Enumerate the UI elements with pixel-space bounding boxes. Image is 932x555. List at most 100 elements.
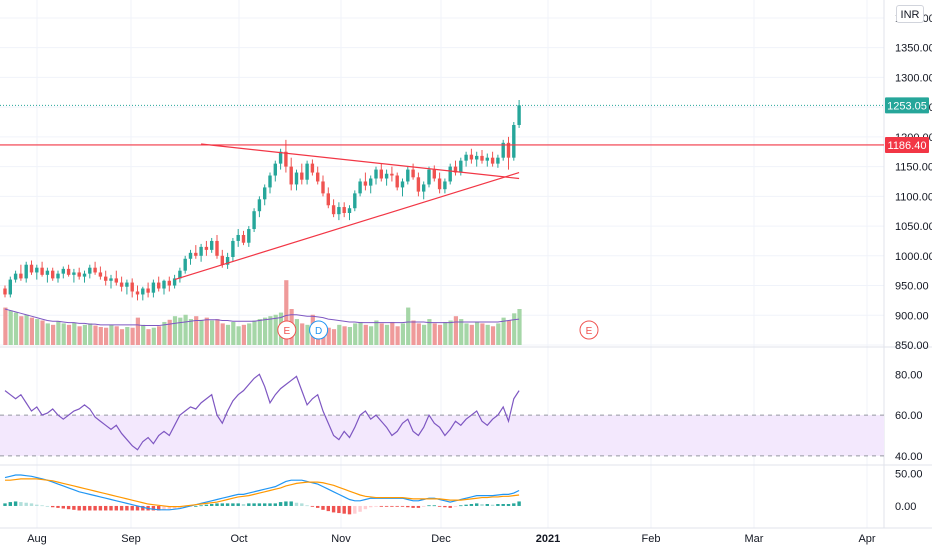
candle-body: [464, 154, 468, 161]
macd-histogram-bar: [114, 505, 118, 511]
volume-bar: [390, 321, 395, 345]
volume-bar: [432, 323, 437, 345]
volume-bar: [77, 326, 82, 345]
volume-bar: [188, 319, 193, 345]
time-tick-label: Apr: [858, 533, 875, 545]
volume-bar: [512, 313, 517, 345]
candle-body: [225, 256, 230, 265]
macd-histogram-bar: [294, 502, 299, 506]
macd-histogram-bar: [98, 505, 103, 511]
event-marker-1: [309, 320, 329, 340]
volume-bar: [263, 317, 268, 345]
macd-histogram-bar: [379, 505, 383, 507]
candle-body: [82, 273, 87, 277]
candle-body: [119, 282, 124, 287]
macd-histogram-bar: [517, 501, 521, 506]
volume-bar: [358, 321, 363, 345]
volume-bar: [406, 307, 411, 345]
candle-body: [178, 270, 182, 279]
last-price-badge: [885, 97, 929, 114]
macd-histogram-bar: [225, 503, 230, 506]
macd-histogram-bar: [220, 503, 224, 506]
macd-histogram-bar: [390, 505, 394, 507]
candle-body: [453, 166, 458, 173]
candle-body: [183, 258, 187, 271]
volume-bar: [225, 324, 231, 345]
price-tick-label: 1300.00: [895, 72, 932, 84]
volume-bar: [82, 324, 87, 345]
volume-bar: [204, 317, 209, 345]
volume-bar: [104, 327, 109, 345]
volume-bar: [119, 329, 125, 345]
volume-bar: [480, 323, 485, 345]
candle-body: [316, 172, 320, 182]
macd-histogram-bar: [284, 501, 288, 506]
candle-body: [337, 207, 341, 215]
volume-bar: [464, 323, 469, 345]
candle-body: [220, 255, 224, 265]
macd-histogram-bar: [331, 505, 336, 513]
macd-histogram-bar: [241, 504, 246, 506]
candle-body: [517, 105, 521, 125]
macd-histogram-bar: [316, 505, 320, 508]
volume-bar: [167, 319, 172, 345]
volume-bar: [485, 324, 490, 345]
time-tick-label: Nov: [331, 533, 351, 545]
candle-body: [459, 160, 463, 173]
volume-bar: [416, 323, 421, 345]
macd-histogram-bar: [56, 505, 60, 508]
volume-bar: [443, 321, 448, 345]
candle-body: [485, 157, 489, 161]
currency-badge[interactable]: INR: [896, 5, 924, 23]
candle-body: [157, 282, 161, 289]
volume-bar: [506, 320, 511, 345]
macd-histogram-bar: [464, 504, 468, 506]
macd-histogram-bar: [501, 504, 505, 506]
macd-histogram-bar: [167, 505, 171, 510]
volume-bar: [172, 316, 178, 345]
price-tick-label: 1000.00: [895, 251, 932, 263]
candle-body: [469, 154, 474, 160]
candle-body: [363, 181, 368, 186]
event-marker-0: [277, 320, 297, 340]
candle-body: [51, 270, 55, 279]
candle-body: [3, 288, 7, 295]
macd-histogram-bar: [157, 505, 161, 511]
macd-histogram-bar: [358, 505, 362, 512]
rsi-tick-label: 40.00: [895, 451, 923, 463]
candle-body: [151, 282, 156, 293]
volume-bar: [3, 307, 8, 345]
candle-body: [496, 157, 500, 164]
event-marker-label: E: [586, 326, 593, 337]
candle-body: [448, 166, 452, 182]
volume-bar: [178, 317, 183, 345]
rsi-line: [4, 373, 520, 451]
macd-histogram-bar: [300, 503, 304, 506]
rsi-tick-label: 60.00: [895, 410, 923, 422]
macd-histogram-bar: [19, 502, 23, 506]
macd-histogram-bar: [416, 505, 421, 508]
macd-histogram-bar: [437, 505, 442, 507]
volume-bar: [220, 323, 225, 345]
macd-histogram-bar: [151, 505, 156, 511]
macd-histogram-bar: [459, 505, 463, 507]
volume-bar: [19, 316, 24, 345]
volume-bar: [252, 320, 257, 345]
macd-tick-label: 50.00: [895, 469, 923, 481]
volume-bar: [236, 326, 241, 345]
volume-bar: [453, 316, 458, 345]
event-marker-label: E: [283, 326, 290, 337]
candle-body: [310, 163, 315, 173]
volume-bar: [109, 324, 114, 345]
candle-body: [390, 173, 394, 176]
volume-bar: [146, 329, 151, 345]
macd-histogram-bar: [119, 505, 124, 511]
price-tick-label: 1050.00: [895, 221, 932, 233]
candle-body: [40, 267, 44, 275]
volume-bar: [337, 324, 342, 345]
volume-bar: [51, 324, 56, 345]
volume-bar: [326, 327, 331, 345]
macd-histogram-bar: [51, 505, 55, 508]
volume-bar: [342, 326, 347, 345]
volume-bar: [125, 327, 130, 345]
